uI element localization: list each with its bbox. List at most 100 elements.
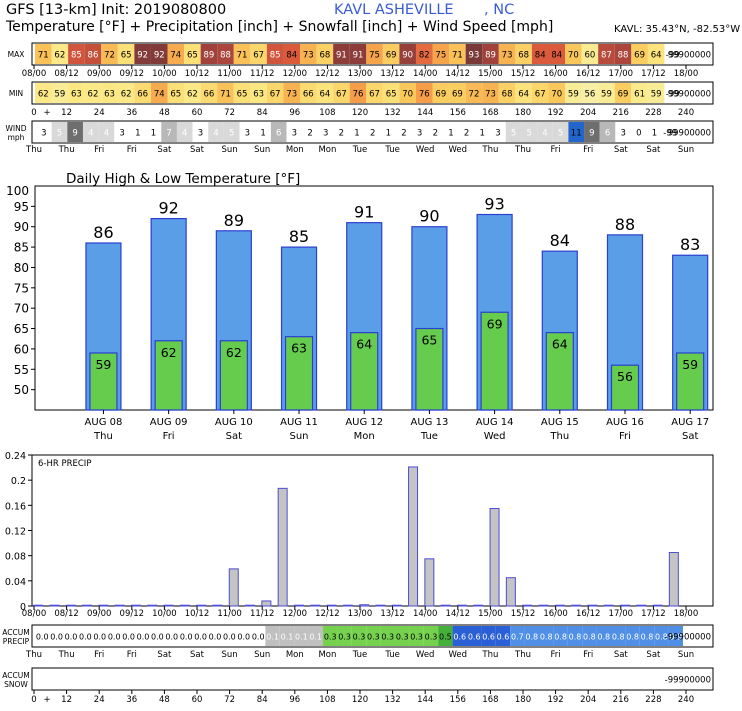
hour-tick-label: 48 <box>159 108 170 118</box>
min-strip-value: 59 <box>651 90 662 100</box>
day-label: Tue <box>384 145 400 155</box>
wind-strip-value: 5 <box>527 129 532 139</box>
max-strip-cell <box>150 44 168 64</box>
wind-strip-cell <box>615 122 632 142</box>
time-tick-label: 16/00 <box>543 69 568 79</box>
station-name[interactable]: KAVL ASHEVILLE <box>334 2 454 18</box>
max-strip-value: 68 <box>518 51 529 61</box>
max-strip-cell <box>631 44 648 64</box>
wind-strip-cell <box>427 122 444 142</box>
wind-strip-value: 2 <box>370 129 375 139</box>
wind-strip-cell <box>255 122 271 142</box>
min-strip-cell <box>382 83 400 103</box>
accum-precip-strip-value: 0.0 <box>237 633 250 642</box>
day-label: Fri <box>127 145 137 155</box>
wind-strip-cell <box>490 122 506 142</box>
accum-precip-strip-value: 0.8 <box>583 633 596 642</box>
temp-weekday-label: Tue <box>420 431 438 442</box>
snow-hour-label: 96 <box>289 695 300 705</box>
accum-precip-strip-value: 0.8 <box>525 633 538 642</box>
day-label: Thu <box>58 145 75 155</box>
precip-time-label: 16/12 <box>576 609 601 619</box>
snow-hour-label: 132 <box>384 695 400 705</box>
low-temp-label: 65 <box>421 333 437 348</box>
wind-strip-cell <box>208 122 224 142</box>
hour-tick-label: 72 <box>224 108 235 118</box>
wind-strip-cell <box>568 122 585 142</box>
wind-strip-value: 2 <box>401 129 406 139</box>
wind-strip-cell <box>82 122 99 142</box>
min-strip-cell <box>300 83 317 103</box>
max-strip-value: 90 <box>402 51 413 61</box>
high-temp-label: 86 <box>93 223 113 242</box>
snow-hour-label: 60 <box>192 695 203 705</box>
accum-day-label: Thu <box>514 650 531 660</box>
min-strip-cell <box>498 83 516 103</box>
precip-bar <box>342 604 353 607</box>
accum-precip-strip-value: 0.1 <box>266 633 279 642</box>
precip-bar <box>359 604 370 607</box>
snow-hour-label: 168 <box>482 695 498 705</box>
high-temp-label: 92 <box>158 199 178 218</box>
min-strip-value: 62 <box>88 90 99 100</box>
min-strip-value: 59 <box>601 90 612 100</box>
day-label: Fri <box>583 145 593 155</box>
max-strip-cell <box>184 44 201 64</box>
min-strip-cell <box>134 83 151 103</box>
max-strip-value: 67 <box>253 51 264 61</box>
accum-precip-strip-value: 0.3 <box>367 633 380 642</box>
wind-strip-value: 3 <box>119 129 124 139</box>
accum-day-label: Sat <box>190 650 205 660</box>
temp-weekday-label: Fri <box>619 431 631 442</box>
min-strip-cell <box>333 83 350 103</box>
min-strip-cell <box>548 83 566 103</box>
accum-precip-strip-cell <box>193 626 208 646</box>
min-strip-cell <box>449 83 466 103</box>
day-label: Fri <box>94 145 104 155</box>
max-strip-value: 74 <box>170 51 181 61</box>
min-strip-label: MIN <box>9 89 23 98</box>
precip-bar <box>147 604 158 607</box>
day-label: Sat <box>157 145 172 155</box>
precip-bar <box>326 604 337 607</box>
wind-strip-cell <box>364 122 381 142</box>
hour-tick-label: 12 <box>61 108 72 118</box>
min-strip-cell <box>217 83 234 103</box>
low-temp-bar <box>610 364 640 411</box>
precip-bar <box>33 604 44 607</box>
high-temp-label: 93 <box>484 195 504 214</box>
precip-time-label: 08/12 <box>54 609 79 619</box>
max-strip-value: 65 <box>121 51 132 61</box>
hour-tick-label: 204 <box>580 108 596 118</box>
accum-snow-tail: -99900000 <box>665 676 711 686</box>
snow-hour-plus-marker: + <box>43 695 50 705</box>
min-strip-value: 74 <box>154 90 165 100</box>
accum-precip-strip-cell <box>380 626 395 646</box>
snow-hour-label: 180 <box>515 695 531 705</box>
precip-bar <box>456 604 467 607</box>
accum-precip-strip-value: 0.0 <box>223 633 236 642</box>
precip-time-label: 14/00 <box>413 609 438 619</box>
min-strip-value: 67 <box>369 90 380 100</box>
precip-bar <box>310 604 321 607</box>
day-label: Thu <box>514 145 531 155</box>
max-strip-value: 62 <box>54 51 65 61</box>
max-strip-cell <box>399 44 416 64</box>
accum-day-label: Sat <box>614 650 629 660</box>
max-strip-cell <box>84 44 102 64</box>
wind-strip-value: 3 <box>292 129 297 139</box>
wind-strip-value: 3 <box>198 129 203 139</box>
accum-precip-strip-cell <box>438 626 453 646</box>
min-strip-cell <box>647 83 665 103</box>
precip-ytick-label: 0.12 <box>5 527 26 538</box>
max-strip-cell <box>300 44 317 64</box>
accum-precip-strip-cell <box>495 626 511 646</box>
time-tick-label: 17/00 <box>609 69 634 79</box>
hour-tick-label: 180 <box>515 108 531 118</box>
snow-hour-label: 144 <box>417 695 433 705</box>
max-strip-cell <box>250 44 267 64</box>
min-strip-value: 69 <box>452 90 463 100</box>
max-strip-value: 88 <box>220 51 231 61</box>
low-temp-label: 64 <box>552 337 568 352</box>
precip-bar <box>408 466 419 607</box>
